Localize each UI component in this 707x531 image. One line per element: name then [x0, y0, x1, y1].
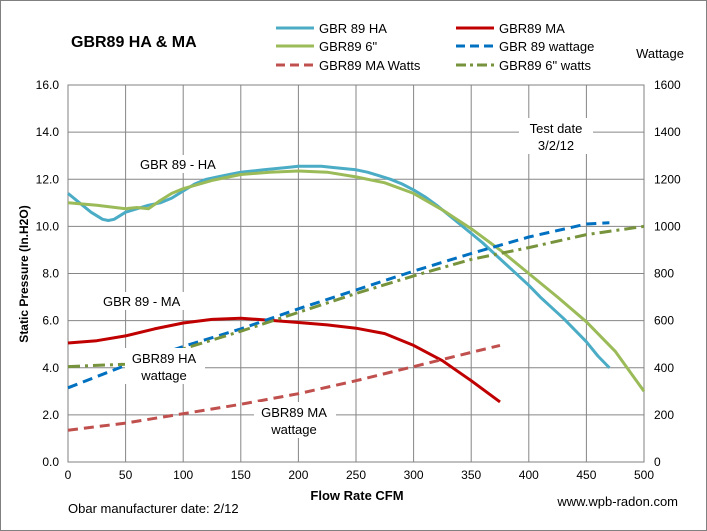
x-tick-label-4: 200	[288, 468, 308, 482]
y-axis-label: Static Pressure (In.H2O)	[17, 205, 31, 342]
x-tick-label-6: 300	[404, 468, 424, 482]
y-tick-label-6: 12.0	[36, 172, 60, 186]
legend-label-1: GBR89 MA	[499, 21, 565, 36]
x-tick-label-7: 350	[461, 468, 481, 482]
annotation-ma-wattage-line1: GBR89 MA	[261, 405, 327, 420]
annotation-ma-bg	[99, 292, 191, 310]
x-tick-label-1: 50	[119, 468, 133, 482]
x-tick-label-9: 450	[576, 468, 596, 482]
x-tick-label-2: 100	[173, 468, 193, 482]
annotation-ma-wattage-bg	[254, 402, 336, 438]
footer-manufacturer-date: Obar manufacturer date: 2/12	[68, 501, 239, 516]
plot-area-border	[67, 84, 645, 463]
footer-website: www.wpb-radon.com	[556, 494, 678, 509]
chart-title: GBR89 HA & MA	[71, 34, 197, 51]
y-tick-label-1: 2.0	[42, 408, 59, 422]
y2-axis-label: Wattage	[636, 46, 684, 61]
annotation-ha-curve: GBR 89 - HA	[140, 157, 216, 172]
y-tick-label-0: 0.0	[42, 455, 59, 469]
y2-tick-label-2: 400	[654, 361, 674, 375]
x-tick-label-5: 250	[346, 468, 366, 482]
y2-tick-label-8: 1600	[654, 78, 681, 92]
annotation-test-date-bg	[519, 118, 593, 154]
x-tick-label-3: 150	[231, 468, 251, 482]
series-line-4	[67, 343, 501, 432]
annotation-test-date-line2: 3/2/12	[538, 138, 574, 153]
annotation-ma-wattage-line2: wattage	[270, 422, 317, 437]
annotation-test-date-line1: Test date	[530, 121, 583, 136]
y-tick-label-7: 14.0	[36, 125, 60, 139]
annotation-ha-wattage-line2: wattage	[140, 368, 187, 383]
y-tick-label-2: 4.0	[42, 361, 59, 375]
y-tick-label-5: 10.0	[36, 219, 60, 233]
y2-tick-label-6: 1200	[654, 172, 681, 186]
legend-label-0: GBR 89 HA	[319, 21, 387, 36]
legend-label-4: GBR89 MA Watts	[319, 58, 421, 73]
series-line-1	[67, 316, 501, 404]
y-tick-label-4: 8.0	[42, 267, 59, 281]
annotation-ha-bg	[136, 155, 224, 173]
legend-label-2: GBR89 6"	[319, 39, 377, 54]
x-tick-label-8: 400	[519, 468, 539, 482]
annotation-ha-wattage-bg	[125, 348, 205, 384]
series-line-0	[67, 164, 611, 369]
x-axis-label: Flow Rate CFM	[310, 488, 403, 503]
x-tick-label-0: 0	[65, 468, 72, 482]
annotation-ha-wattage-line1: GBR89 HA	[132, 351, 197, 366]
y2-tick-label-7: 1400	[654, 125, 681, 139]
legend: GBR 89 HA GBR89 MA GBR89 6" GBR 89 wattage G…	[276, 21, 594, 73]
y2-tick-label-3: 600	[654, 314, 674, 328]
y2-tick-label-4: 800	[654, 267, 674, 281]
x-tick-label-10: 500	[634, 468, 654, 482]
y2-tick-label-5: 1000	[654, 219, 681, 233]
series-line-2	[67, 169, 646, 393]
legend-label-3: GBR 89 wattage	[499, 39, 594, 54]
y-tick-label-8: 16.0	[36, 78, 60, 92]
axis-ticks: 0 50 100 150 200 250 300 350 400 450 500 0.0 2.0 4.0 6…	[36, 78, 681, 482]
y-tick-label-3: 6.0	[42, 314, 59, 328]
legend-label-5: GBR89 6" watts	[499, 58, 592, 73]
annotation-ma-curve: GBR 89 - MA	[103, 294, 181, 309]
y2-tick-label-1: 200	[654, 408, 674, 422]
y2-tick-label-0: 0	[654, 455, 661, 469]
